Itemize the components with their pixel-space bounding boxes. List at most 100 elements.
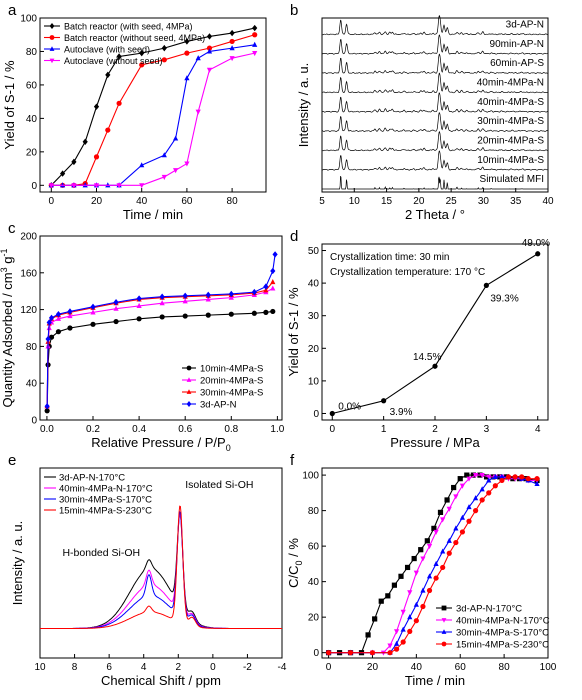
data-point	[205, 291, 211, 299]
x-axis-label-sub: 0	[226, 443, 231, 453]
y-axis-label: C/C0 / %	[286, 538, 304, 588]
data-point	[251, 310, 257, 316]
x-tick-label: 2	[176, 662, 182, 673]
data-point	[411, 555, 417, 562]
data-point	[441, 618, 447, 623]
data-point	[270, 308, 276, 315]
data-point	[329, 410, 335, 417]
legend-label: Autoclave (without seed)	[64, 56, 163, 66]
series	[325, 474, 540, 656]
data-point	[432, 363, 438, 369]
data-point	[44, 408, 50, 414]
panel-label-a: a	[8, 2, 17, 19]
y-tick-label: 80	[26, 342, 38, 353]
data-point	[182, 298, 188, 304]
data-point	[433, 560, 439, 566]
legend-label: 15min-4MPa-S-230°C	[456, 640, 549, 651]
data-point	[420, 603, 426, 610]
nmr-spectrum	[40, 512, 282, 629]
legend-label: 15min-4MPa-S-230°C	[59, 506, 152, 517]
data-point	[505, 474, 512, 480]
y-tick-label: 20	[26, 147, 38, 158]
data-point	[466, 518, 472, 524]
series-line	[51, 52, 255, 186]
data-point	[400, 626, 406, 632]
data-point	[440, 548, 446, 554]
x-tick-label: 0.0	[40, 424, 54, 435]
series	[44, 251, 278, 410]
data-point	[369, 650, 376, 656]
pattern-label: 20min-4MPa-S	[477, 136, 544, 147]
data-point	[426, 587, 433, 594]
data-point	[492, 483, 498, 489]
series	[48, 51, 258, 189]
data-point	[444, 497, 450, 503]
y-tick-label: 100	[20, 14, 37, 25]
data-point	[459, 514, 466, 520]
x-axis-label: Relative Pressure / P/P0	[91, 435, 230, 453]
data-point	[394, 629, 400, 635]
data-point	[378, 598, 384, 604]
nmr-spectrum	[40, 512, 282, 629]
data-point	[159, 300, 165, 306]
x-tick-label: 40	[411, 662, 423, 673]
x-tick-label: 20	[91, 196, 103, 207]
data-point	[90, 309, 96, 315]
data-point	[116, 100, 122, 106]
data-point	[186, 389, 192, 394]
data-point	[139, 62, 145, 68]
x-tick-label: 60	[455, 662, 467, 673]
y-tick-label: 40	[308, 577, 320, 588]
panel-label-f: f	[290, 452, 295, 469]
y-axis-label-sub: 0	[294, 561, 304, 566]
data-point	[48, 314, 55, 322]
data-point	[195, 55, 201, 61]
y-tick-label: 0	[31, 181, 37, 192]
data-point	[46, 319, 52, 326]
x-tick-label: 40	[542, 196, 554, 207]
data-point	[44, 403, 50, 410]
data-point	[472, 495, 479, 501]
xrd-pattern	[321, 130, 548, 152]
x-tick-label: 6	[106, 662, 112, 673]
xrd-pattern	[321, 53, 548, 74]
data-point	[413, 618, 419, 624]
data-point	[424, 538, 430, 544]
data-point	[55, 315, 62, 321]
y-tick-label: 50	[308, 246, 320, 257]
data-label: 0.0%	[338, 401, 361, 412]
y-tick-label: 200	[20, 232, 37, 243]
x-tick-label: 10	[34, 662, 46, 673]
data-point	[139, 183, 145, 189]
y-axis-label-tail: / %	[286, 538, 301, 561]
y-axis-label: Quantity Adsorbed / cm3 g-1	[0, 249, 15, 408]
data-point	[534, 480, 540, 487]
legend-label: 40min-4MPa-N-170°C	[59, 484, 153, 495]
pattern-label: 40min-4MPa-N	[477, 78, 544, 89]
y-tick-label: 0	[31, 416, 37, 427]
data-point	[55, 311, 62, 318]
data-point	[472, 508, 479, 514]
x-tick-label: 40	[136, 196, 148, 207]
data-point	[251, 288, 257, 296]
y-axis-label-sup: 3	[0, 267, 9, 272]
x-tick-label: 1.0	[270, 424, 284, 435]
data-point	[252, 32, 258, 38]
data-point	[413, 601, 419, 607]
data-point	[270, 267, 276, 275]
data-point	[381, 398, 387, 404]
data-label: 49.0%	[522, 238, 550, 249]
legend-label: 40min-4MPa-N-170°C	[456, 616, 550, 627]
data-point	[453, 494, 459, 500]
x-tick-label: 0.6	[178, 424, 192, 435]
data-point	[159, 293, 165, 300]
y-axis-label: Yield of S-1 / %	[286, 287, 301, 377]
panel-label-b: b	[290, 2, 298, 19]
y-tick-label: 80	[308, 506, 320, 517]
data-point	[446, 537, 452, 543]
data-point	[483, 282, 489, 288]
data-point	[67, 313, 73, 319]
data-point	[55, 329, 62, 335]
